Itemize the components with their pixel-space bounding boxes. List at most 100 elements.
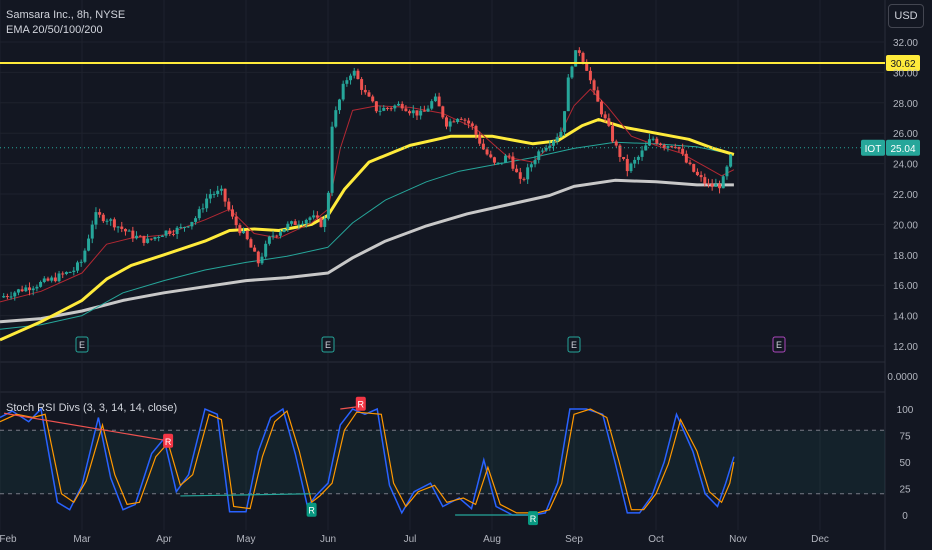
candle-body — [456, 118, 460, 123]
candle-body — [596, 90, 600, 102]
candle-body — [2, 296, 6, 298]
candle-body — [622, 156, 626, 159]
price-tick-label: 14.00 — [893, 312, 918, 323]
candle-body — [319, 217, 323, 227]
candle-body — [592, 80, 596, 91]
month-tick-label: Dec — [811, 534, 829, 545]
candle-body — [655, 138, 659, 144]
candle-body — [603, 114, 607, 119]
chart-header: Samsara Inc., 8h, NYSE EMA 20/50/100/200 — [6, 8, 125, 38]
candle-body — [459, 118, 463, 120]
candle-body — [470, 123, 474, 126]
candle-body — [16, 289, 20, 293]
candle-body — [647, 139, 651, 146]
candle-body — [83, 250, 87, 262]
candle-body — [326, 192, 330, 219]
candle-body — [706, 183, 710, 185]
candle-body — [297, 224, 301, 226]
stoch-tick-label: 0 — [902, 511, 908, 522]
candle-body — [389, 108, 393, 110]
candle-body — [275, 235, 279, 237]
candle-body — [463, 119, 467, 121]
candle-body — [415, 110, 419, 116]
candle-body — [404, 108, 408, 112]
stoch-d-line — [0, 408, 735, 514]
stoch-band — [0, 430, 885, 494]
earnings-marker-label: E — [79, 340, 85, 350]
month-tick-label: Nov — [729, 534, 747, 545]
divergence-line — [4, 412, 169, 442]
candle-body — [629, 163, 633, 172]
candle-body — [194, 218, 198, 222]
candle-body — [710, 183, 714, 187]
candle-body — [371, 96, 375, 102]
candle-body — [548, 145, 552, 148]
candle-body — [507, 155, 511, 157]
ema-50-line — [0, 118, 735, 342]
candle-body — [249, 239, 253, 248]
candle-body — [20, 289, 24, 292]
candle-body — [42, 278, 46, 282]
candle-body — [481, 143, 485, 150]
candle-body — [408, 111, 412, 114]
candle-body — [559, 131, 563, 138]
candle-body — [522, 178, 526, 180]
candle-body — [644, 145, 648, 151]
candle-body — [363, 89, 367, 93]
candle-body — [725, 166, 729, 177]
candle-body — [666, 146, 670, 148]
candle-body — [349, 75, 353, 81]
candle-body — [238, 225, 242, 234]
candle-body — [618, 145, 622, 157]
top-pane-value: 0.0000 — [887, 372, 918, 383]
candle-body — [212, 194, 216, 196]
candle-body — [485, 149, 489, 155]
candle-body — [175, 227, 179, 234]
month-tick-label: Feb — [0, 534, 17, 545]
candle-body — [164, 230, 168, 236]
candlesticks — [2, 47, 733, 301]
stoch-rsi-title: Stoch RSI Divs (3, 3, 14, 14, close) — [6, 402, 178, 414]
candle-body — [234, 216, 238, 226]
candle-body — [264, 243, 268, 257]
candle-body — [205, 198, 209, 209]
candle-body — [109, 219, 113, 221]
candle-body — [533, 160, 537, 165]
candle-body — [625, 158, 629, 172]
symbol-title: Samsara Inc., 8h, NYSE — [6, 9, 126, 21]
currency-button[interactable]: USD — [888, 4, 924, 28]
candle-body — [577, 50, 581, 53]
candle-body — [168, 230, 172, 234]
candle-body — [9, 296, 13, 298]
price-level: 30.62 IOT 25.04 — [0, 54, 920, 156]
candle-body — [230, 209, 234, 217]
candle-body — [681, 148, 685, 154]
divergence-label: R — [165, 437, 172, 447]
candle-body — [146, 238, 150, 243]
candle-body — [171, 233, 175, 235]
month-tick-label: Sep — [565, 534, 583, 545]
candle-body — [721, 176, 725, 189]
candle-body — [526, 167, 530, 180]
candle-body — [341, 83, 345, 100]
candle-body — [433, 96, 437, 102]
candle-body — [430, 101, 434, 109]
candle-body — [50, 277, 54, 281]
candle-body — [356, 70, 360, 80]
symbol-label: IOT — [865, 144, 882, 155]
candle-body — [496, 162, 500, 164]
candle-body — [304, 219, 308, 224]
ema-100-line — [0, 141, 735, 330]
candle-body — [419, 110, 423, 116]
candle-body — [452, 121, 456, 123]
candle-body — [345, 80, 349, 84]
candle-body — [127, 230, 131, 232]
month-tick-label: Oct — [648, 534, 664, 545]
candle-body — [640, 150, 644, 157]
divergence-label: R — [308, 506, 315, 516]
candle-body — [367, 92, 371, 97]
axes: 12.00 14.00 16.00 18.00 20.00 22.00 24.00 26.00… — [0, 38, 918, 545]
candle-body — [87, 238, 91, 251]
candle-body — [142, 235, 146, 243]
candle-body — [312, 215, 316, 218]
